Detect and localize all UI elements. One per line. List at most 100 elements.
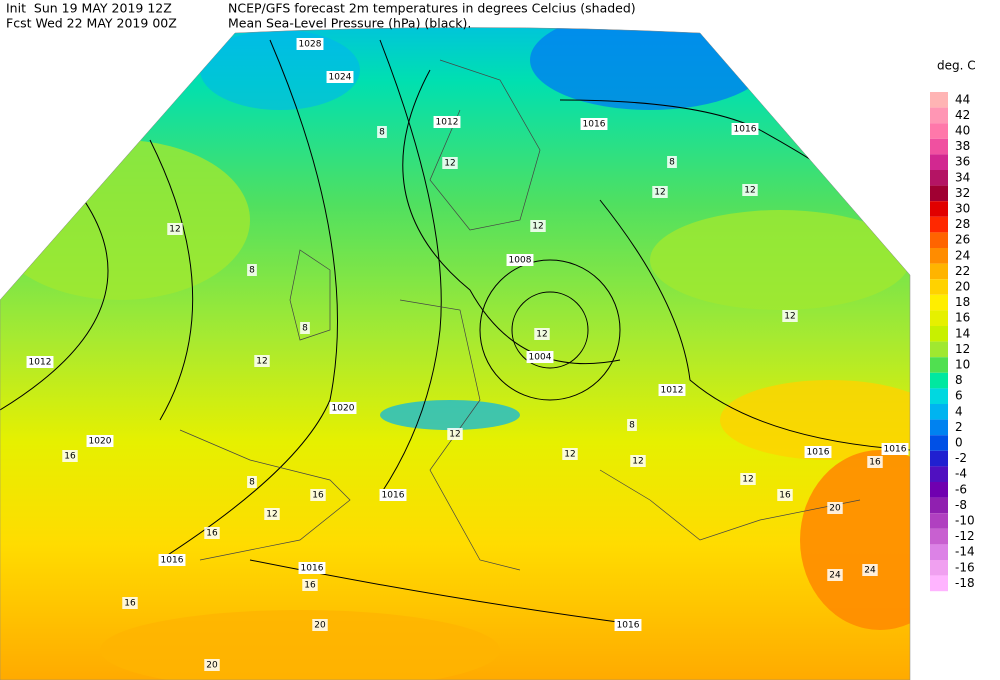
temperature-label-bg bbox=[782, 310, 798, 322]
isobar-label-bg bbox=[614, 619, 642, 631]
temperature-label-bg bbox=[867, 456, 883, 468]
temperature-label-bg bbox=[652, 186, 668, 198]
legend-label: 30 bbox=[955, 202, 970, 216]
isobar-label: 1020 bbox=[332, 404, 355, 414]
legend-swatch bbox=[930, 372, 948, 389]
temperature-label-bg bbox=[742, 184, 758, 196]
legend-label: 4 bbox=[955, 404, 963, 418]
isobar-label: 1016 bbox=[734, 125, 757, 135]
legend-label: 34 bbox=[955, 170, 970, 184]
legend-label: 38 bbox=[955, 139, 970, 153]
legend-label: 10 bbox=[955, 358, 970, 372]
temperature-label-bg bbox=[247, 476, 257, 488]
temperature-label-bg bbox=[300, 322, 310, 334]
legend-swatch bbox=[930, 357, 948, 373]
temperature-label-bg bbox=[740, 473, 756, 485]
temperature-label-bg bbox=[167, 223, 183, 235]
legend-swatch bbox=[930, 513, 948, 529]
legend-swatch bbox=[930, 123, 948, 139]
legend-label: -10 bbox=[955, 514, 975, 528]
isobar-label: 1024 bbox=[329, 73, 352, 83]
temperature-label: 16 bbox=[206, 529, 218, 539]
isobar-label-bg bbox=[526, 351, 554, 363]
legend-swatch bbox=[930, 326, 948, 342]
temperature-label-bg bbox=[204, 659, 220, 671]
temperature-label-bg bbox=[630, 455, 646, 467]
temperature-label: 12 bbox=[742, 475, 753, 485]
temperature-label-bg bbox=[302, 579, 318, 591]
temperature-label: 12 bbox=[564, 450, 575, 460]
temperature-label: 12 bbox=[169, 225, 180, 235]
temperature-label: 12 bbox=[784, 312, 795, 322]
isobar-label-bg bbox=[433, 116, 461, 128]
temperature-label: 12 bbox=[654, 188, 665, 198]
isobar-label-bg bbox=[329, 402, 357, 414]
isobar-label-bg bbox=[326, 71, 354, 83]
subtitle: Mean Sea-Level Pressure (hPa) (black). bbox=[228, 16, 471, 31]
legend-label: 0 bbox=[955, 436, 963, 450]
temperature-label-bg bbox=[310, 489, 326, 501]
legend-label: 16 bbox=[955, 311, 970, 325]
temperature-label: 12 bbox=[256, 357, 267, 367]
isobar-label-bg bbox=[658, 384, 686, 396]
legend-label: -6 bbox=[955, 482, 967, 496]
temperature-label-bg bbox=[447, 428, 463, 440]
isobar-label: 1016 bbox=[382, 491, 405, 501]
temperature-label-bg bbox=[827, 502, 843, 514]
temperature-label: 12 bbox=[536, 330, 547, 340]
legend-swatch bbox=[930, 341, 948, 358]
temperature-label: 20 bbox=[206, 661, 218, 671]
legend-swatch bbox=[930, 248, 948, 264]
legend-swatch bbox=[930, 279, 948, 295]
temperature-label: 8 bbox=[669, 158, 675, 168]
isobar-label: 1004 bbox=[529, 353, 552, 363]
temperature-label-bg bbox=[667, 156, 677, 168]
legend-label: -2 bbox=[955, 451, 967, 465]
legend-label: 40 bbox=[955, 124, 970, 138]
isobar-label-bg bbox=[158, 554, 186, 566]
legend-label: 14 bbox=[955, 326, 970, 340]
isobar-label-bg bbox=[804, 446, 832, 458]
isobar-label: 1016 bbox=[301, 564, 324, 574]
temperature-label: 20 bbox=[829, 504, 841, 514]
legend-swatch bbox=[930, 154, 948, 170]
temperature-label-bg bbox=[777, 489, 793, 501]
isobar-label-bg bbox=[26, 356, 54, 368]
legend-label: -16 bbox=[955, 560, 975, 574]
legend-swatch bbox=[930, 404, 948, 420]
temperature-label: 8 bbox=[629, 421, 635, 431]
temperature-label: 16 bbox=[64, 452, 76, 462]
legend-swatch bbox=[930, 497, 948, 514]
legend-swatch bbox=[930, 560, 948, 576]
init-line: Init Sun 19 MAY 2019 12Z bbox=[6, 1, 172, 16]
legend-label: 44 bbox=[955, 92, 970, 106]
legend-label: 18 bbox=[955, 295, 970, 309]
legend-label: 28 bbox=[955, 217, 970, 231]
legend-swatch bbox=[930, 263, 948, 280]
legend-swatch bbox=[930, 185, 948, 202]
legend-swatch bbox=[930, 92, 948, 108]
temperature-label: 8 bbox=[249, 478, 255, 488]
legend-label: 26 bbox=[955, 233, 970, 247]
legend-label: 8 bbox=[955, 373, 963, 387]
temperature-label: 12 bbox=[632, 457, 643, 467]
temperature-label: 12 bbox=[744, 186, 755, 196]
legend-swatch bbox=[930, 450, 948, 467]
legend-swatch bbox=[930, 435, 948, 451]
temperature-label-bg bbox=[312, 619, 328, 631]
temperature-label-bg bbox=[862, 564, 878, 576]
isobar-label-bg bbox=[298, 562, 326, 574]
isobar-label: 1020 bbox=[89, 437, 112, 447]
temperature-label: 8 bbox=[302, 324, 308, 334]
temperature-label: 24 bbox=[864, 566, 876, 576]
fcst-line: Fcst Wed 22 MAY 2019 00Z bbox=[6, 16, 177, 31]
temperature-label-bg bbox=[827, 569, 843, 581]
legend-label: -18 bbox=[955, 576, 975, 590]
isobar-label: 1016 bbox=[884, 445, 907, 455]
legend-label: -4 bbox=[955, 467, 967, 481]
isobar-label: 1012 bbox=[436, 118, 459, 128]
temperature-label: 16 bbox=[124, 599, 136, 609]
legend-swatch bbox=[930, 138, 948, 155]
legend-swatch bbox=[930, 294, 948, 311]
